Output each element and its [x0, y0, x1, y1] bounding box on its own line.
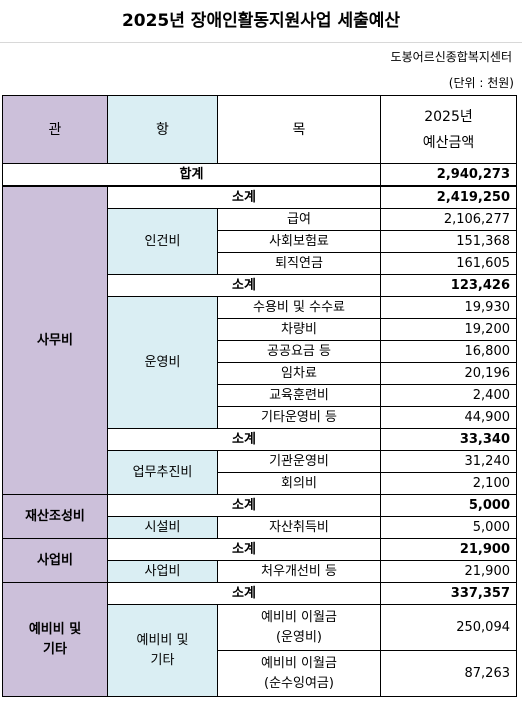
amount: 19,200: [380, 318, 517, 341]
mok: 기타운영비 등: [217, 406, 381, 429]
amount: 2,100: [380, 472, 517, 495]
unit: (단위 : 천원): [448, 76, 514, 90]
amount: 151,368: [380, 230, 517, 253]
subtotal-label: 소계: [107, 185, 381, 209]
budget-table: 관 항 목 2025년 예산금액 합계 2,940,273 사무비 소계 2,419,250 인건…: [2, 95, 517, 697]
row: 관 항 목 2025년 예산금액: [2, 95, 517, 164]
mok: 예비비 이월금 (운영비): [217, 604, 381, 651]
table-body: 관 항 목 2025년 예산금액 합계 2,940,273 사무비 소계 2,419,250 인건…: [2, 95, 517, 697]
subtotal-amount: 21,900: [380, 538, 517, 561]
row: 퇴직연금 161,605: [3, 252, 517, 275]
mok: 퇴직연금: [217, 252, 381, 275]
row: 사무비 소계 2,419,250: [2, 185, 517, 495]
mok: 처우개선비 등: [217, 560, 381, 583]
header-amount: 2025년 예산금액: [380, 95, 517, 164]
mok: 공공요금 등: [217, 340, 381, 363]
subtotal-amount: 5,000: [380, 494, 517, 517]
amount: 31,240: [380, 450, 517, 473]
mok: 차량비: [217, 318, 381, 341]
mok: 회의비: [217, 472, 381, 495]
row: 사업비 소계 21,900: [2, 538, 517, 583]
header-mok: 목: [217, 95, 381, 164]
mok: 급여: [217, 208, 381, 231]
amount: 21,900: [380, 560, 517, 583]
amount: 2,400: [380, 384, 517, 407]
row: 임차료 20,196: [3, 362, 517, 385]
header-hang: 항: [107, 95, 218, 164]
row: 시설비 자산취득비 5,000: [3, 516, 517, 539]
amount: 16,800: [380, 340, 517, 363]
row: 차량비 19,200: [3, 318, 517, 341]
amount: 161,605: [380, 252, 517, 275]
gwan: 사업비: [2, 538, 108, 583]
row: 운영비 수용비 및 수수료 19,930: [3, 296, 517, 429]
hang: 시설비: [107, 516, 218, 539]
row: 사회보험료 151,368: [3, 230, 517, 253]
hang: 사업비: [107, 560, 218, 583]
subtotal-amount: 123,426: [380, 274, 517, 297]
hang: 인건비: [107, 208, 218, 275]
mok: 임차료: [217, 362, 381, 385]
gwan: 예비비 및 기타: [2, 582, 108, 697]
hang: 운영비: [107, 296, 218, 429]
title: 2025년 장애인활동지원사업 세출예산: [0, 0, 522, 43]
subtotal-label: 소계: [107, 582, 381, 605]
row: 합계 2,940,273: [2, 163, 517, 187]
mok: 사회보험료: [217, 230, 381, 253]
amount: 5,000: [380, 516, 517, 539]
total-label: 합계: [2, 163, 381, 187]
mok: 기관운영비: [217, 450, 381, 473]
subtotal-amount: 337,357: [380, 582, 517, 605]
row: 인건비 급여 2,106,277: [3, 208, 517, 275]
mok: 자산취득비: [217, 516, 381, 539]
total-amount: 2,940,273: [380, 163, 517, 187]
mok: 교육훈련비: [217, 384, 381, 407]
amount: 2,106,277: [380, 208, 517, 231]
subtotal-label: 소계: [107, 428, 381, 451]
amount: 19,930: [380, 296, 517, 319]
row: 예비비 및 기타 소계 337,357: [2, 582, 517, 697]
mok: 예비비 이월금 (순수잉여금): [217, 650, 381, 697]
subtotal-amount: 2,419,250: [380, 185, 517, 209]
row: 기타운영비 등 44,900: [3, 406, 517, 429]
amount: 44,900: [380, 406, 517, 429]
row: 예비비 및 기타 예비비 이월금 (운영비) 250,094: [3, 604, 517, 697]
amount: 87,263: [380, 650, 517, 697]
gwan: 재산조성비: [2, 494, 108, 539]
amount: 250,094: [380, 604, 517, 651]
subtotal-amount: 33,340: [380, 428, 517, 451]
hang: 예비비 및 기타: [107, 604, 218, 697]
amount: 20,196: [380, 362, 517, 385]
gwan: 사무비: [2, 185, 108, 495]
row: 예비비 이월금 (순수잉여금) 87,263: [3, 650, 517, 697]
subtotal-label: 소계: [107, 538, 381, 561]
org: 도봉어르신종합복지센터: [390, 50, 512, 64]
header-gwan: 관: [2, 95, 108, 164]
subtotal-label: 소계: [107, 494, 381, 517]
row: 재산조성비 소계 5,000: [2, 494, 517, 539]
mok: 수용비 및 수수료: [217, 296, 381, 319]
subtotal-label: 소계: [107, 274, 381, 297]
hang: 업무추진비: [107, 450, 218, 495]
